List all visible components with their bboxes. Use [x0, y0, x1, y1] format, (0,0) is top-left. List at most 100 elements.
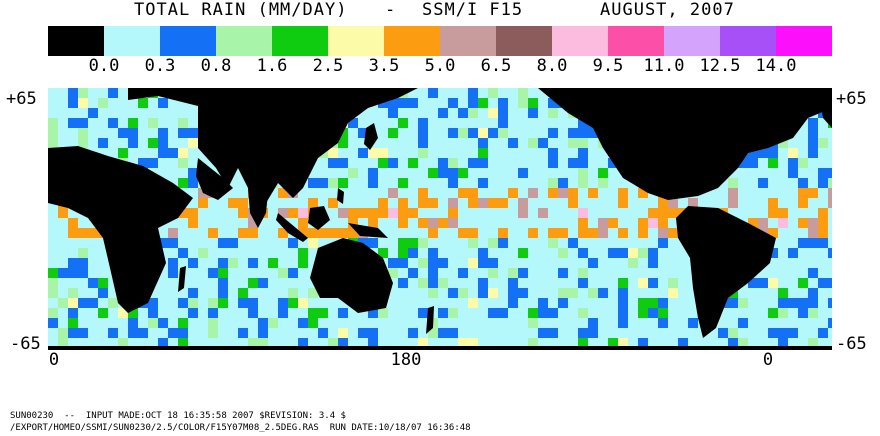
rain-cell [398, 258, 408, 268]
rain-cell [808, 228, 818, 238]
rain-cell [488, 238, 498, 248]
rain-cell [408, 208, 418, 218]
rain-cell [438, 168, 448, 178]
rain-cell [188, 178, 198, 188]
rain-cell [368, 148, 378, 158]
rain-cell [578, 268, 588, 278]
rain-cell [368, 178, 378, 188]
rain-cell [588, 128, 598, 138]
rain-cell [368, 208, 378, 218]
rain-cell [748, 158, 758, 168]
rain-cell [828, 198, 838, 208]
rain-cell [658, 308, 668, 318]
rain-cell [348, 118, 358, 128]
rain-cell [368, 308, 378, 318]
rain-cell [178, 298, 188, 308]
rain-cell [248, 278, 258, 288]
rain-cell [808, 148, 818, 158]
rain-cell [68, 318, 78, 328]
rain-cell [528, 188, 538, 198]
rain-cell [768, 278, 778, 288]
rain-cell [558, 248, 568, 258]
landmass-borneo [308, 206, 330, 230]
rain-cell [348, 168, 358, 178]
rain-cell [158, 98, 168, 108]
rain-cell [568, 188, 578, 198]
legend-tick-label: 1.6 [256, 56, 288, 76]
rain-cell [68, 118, 78, 128]
rain-cell [328, 148, 338, 158]
rain-cell [108, 88, 118, 98]
rain-cell [648, 308, 658, 318]
rain-cell [398, 238, 408, 248]
rain-cell [548, 128, 558, 138]
rain-cell [258, 278, 268, 288]
rain-cell [448, 288, 458, 298]
rain-cell [48, 288, 58, 298]
rain-cell [148, 118, 158, 128]
rain-cell [378, 158, 388, 168]
rain-cell [818, 218, 828, 228]
rain-cell [808, 298, 818, 308]
rain-cell [318, 178, 328, 188]
rain-cell [148, 318, 158, 328]
rain-cell [518, 288, 528, 298]
rain-cell [358, 148, 368, 158]
rain-cell [478, 138, 488, 148]
rain-cell [458, 338, 468, 348]
legend-swatch-13 [776, 26, 832, 56]
rain-cell [458, 288, 468, 298]
rain-cell [218, 238, 228, 248]
rain-cell [388, 128, 398, 138]
rain-cell [498, 308, 508, 318]
rain-cell [618, 288, 628, 298]
rain-cell [248, 258, 258, 268]
rain-cell [158, 148, 168, 158]
rain-cell [138, 98, 148, 108]
rain-cell [678, 338, 688, 348]
rain-cell [178, 178, 188, 188]
rain-cell [508, 138, 518, 148]
rain-cell [618, 298, 628, 308]
rain-cell [338, 308, 348, 318]
rain-cell [758, 278, 768, 288]
rain-cell [768, 328, 778, 338]
rain-cell [348, 208, 358, 218]
rain-cell [538, 138, 548, 148]
rain-cell [98, 98, 108, 108]
rain-cell [658, 298, 668, 308]
rain-cell [268, 318, 278, 328]
rain-cell [638, 298, 648, 308]
rain-cell [298, 318, 308, 328]
rain-cell [828, 298, 838, 308]
legend-swatch-3 [216, 26, 272, 56]
rain-cell [308, 228, 318, 238]
rain-cell [48, 128, 58, 138]
rain-cell [78, 118, 88, 128]
rain-cell [558, 178, 568, 188]
rain-cell [488, 198, 498, 208]
rain-cell [428, 288, 438, 298]
rain-cell [418, 308, 428, 318]
rain-cell [578, 278, 588, 288]
rain-cell [188, 128, 198, 138]
rain-cell [78, 328, 88, 338]
rain-cell [398, 248, 408, 258]
rain-cell [328, 198, 338, 208]
rain-cell [448, 218, 458, 228]
rain-cell [578, 328, 588, 338]
rain-cell [518, 88, 528, 98]
rain-cell [578, 218, 588, 228]
landmass-antarctic-strip [48, 346, 832, 350]
landmass-australia [310, 238, 393, 313]
rain-cell [568, 158, 578, 168]
rain-cell [738, 158, 748, 168]
rain-cell [388, 268, 398, 278]
rain-cell [288, 288, 298, 298]
rain-cell [358, 208, 368, 218]
rain-cell [798, 158, 808, 168]
rain-cell [598, 288, 608, 298]
rain-cell [648, 218, 658, 228]
rain-cell [548, 178, 558, 188]
rain-cell [428, 168, 438, 178]
